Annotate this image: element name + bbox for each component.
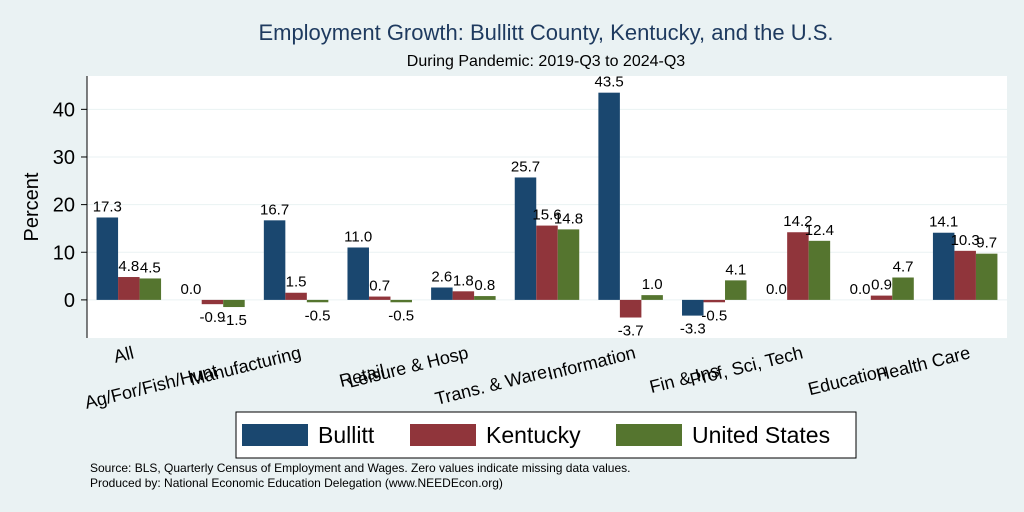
source-note: Source: BLS, Quarterly Census of Employm… (90, 461, 630, 475)
bar-kentucky (787, 232, 809, 300)
data-label: 15.6 (532, 207, 561, 224)
legend-swatch (242, 424, 308, 446)
bar-united-states (975, 253, 998, 300)
y-tick-label: 0 (64, 290, 75, 312)
bar-kentucky (870, 295, 893, 300)
data-label: 17.3 (93, 198, 122, 215)
bar-bullitt (932, 232, 955, 300)
chart-title: Employment Growth: Bullitt County, Kentu… (258, 20, 833, 45)
category-label: Information (545, 342, 637, 383)
data-label: 4.5 (140, 259, 161, 276)
data-label: 0.0 (766, 281, 787, 298)
bar-kentucky (536, 225, 558, 300)
legend-label: United States (692, 422, 830, 448)
bar-united-states (725, 280, 747, 300)
data-label: -0.5 (701, 307, 727, 324)
bar-bullitt (682, 299, 704, 316)
y-tick-label: 40 (53, 99, 75, 121)
bar-bullitt (263, 220, 286, 300)
data-label: 1.5 (286, 274, 307, 291)
bar-united-states (641, 295, 663, 300)
bar-united-states (557, 229, 580, 300)
data-label: 0.7 (369, 278, 390, 295)
data-label: -0.5 (388, 307, 414, 324)
data-label: 2.6 (431, 269, 452, 286)
data-label: -1.5 (221, 312, 247, 329)
category-label: Prof, Sci, Tech (688, 342, 805, 389)
legend-swatch (410, 424, 476, 446)
data-label: -3.3 (680, 321, 706, 338)
data-label: 43.5 (595, 74, 624, 91)
bar-united-states (306, 299, 329, 303)
category-label: Manufacturing (188, 342, 304, 389)
data-label: 10.3 (951, 232, 980, 249)
data-label: 25.7 (511, 158, 540, 175)
bar-kentucky (703, 299, 726, 303)
category-label: All (112, 342, 136, 366)
data-label: 4.7 (893, 259, 914, 276)
legend (235, 411, 857, 459)
bar-kentucky (954, 250, 976, 300)
bar-kentucky (452, 291, 475, 300)
legend-swatch (616, 424, 682, 446)
data-label: 11.0 (344, 228, 372, 245)
data-label: 14.1 (929, 214, 958, 231)
bar-bullitt (347, 247, 369, 300)
data-label: 14.2 (783, 213, 812, 230)
bar-united-states (474, 296, 496, 300)
data-label: -3.7 (618, 323, 644, 340)
bar-kentucky (118, 277, 140, 300)
data-label: 0.8 (474, 277, 495, 294)
bar-united-states (223, 299, 245, 308)
y-tick-label: 20 (53, 195, 75, 217)
data-label: 16.7 (260, 201, 289, 218)
data-label: 0.0 (181, 281, 202, 298)
category-label: Health Care (874, 342, 972, 385)
category-label: Trans. & Ware. (433, 360, 554, 408)
bar-bullitt (514, 177, 537, 300)
data-label: 14.8 (554, 210, 583, 227)
data-label: -0.5 (305, 307, 331, 324)
bar-united-states (139, 278, 162, 300)
bar-united-states (390, 299, 412, 303)
data-label: 12.4 (805, 222, 834, 239)
bar-bullitt (96, 217, 119, 300)
bar-united-states (892, 277, 914, 300)
y-axis-label: Percent (21, 172, 43, 241)
data-label: 4.8 (118, 258, 139, 275)
data-label: 0.0 (850, 281, 871, 298)
bar-kentucky (201, 299, 224, 305)
bar-bullitt (598, 92, 620, 300)
data-label: 0.9 (871, 277, 892, 294)
y-tick-label: 30 (53, 147, 75, 169)
legend-label: Bullitt (318, 422, 375, 448)
bar-kentucky (368, 296, 391, 300)
producer-note: Produced by: National Economic Education… (90, 476, 503, 490)
data-label: 1.0 (642, 276, 663, 293)
bar-kentucky (285, 292, 307, 300)
bar-bullitt (431, 287, 453, 300)
data-label: -0.9 (200, 309, 226, 326)
bar-united-states (808, 240, 831, 300)
chart-subtitle: During Pandemic: 2019-Q3 to 2024-Q3 (407, 53, 685, 70)
data-label: 4.1 (725, 261, 746, 278)
bar-kentucky (619, 299, 642, 318)
y-tick-label: 10 (53, 242, 75, 264)
data-label: 9.7 (976, 235, 997, 252)
data-label: 1.8 (453, 272, 474, 289)
legend-label: Kentucky (486, 422, 581, 448)
